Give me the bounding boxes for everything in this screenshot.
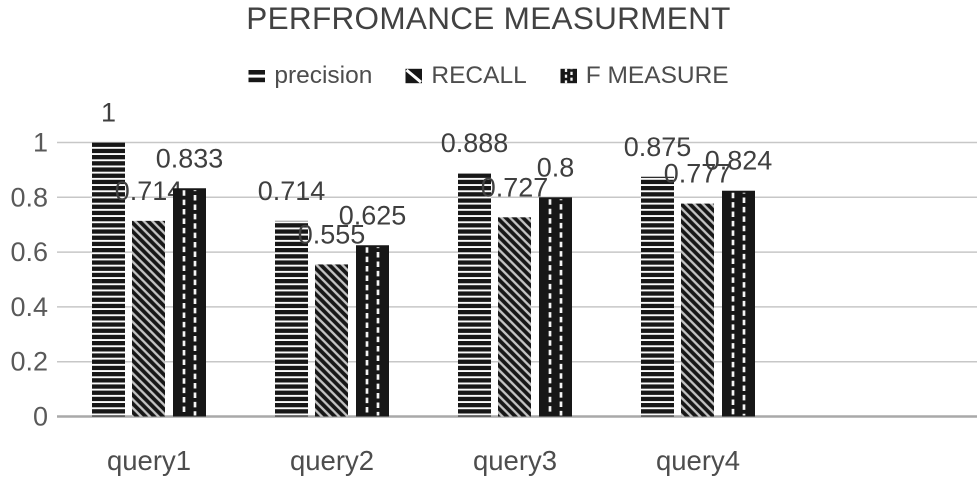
y-tick-label: 0 bbox=[33, 402, 48, 432]
value-label: 0.888 bbox=[441, 128, 509, 158]
bar-recall-query2 bbox=[315, 264, 348, 417]
x-category-label: query2 bbox=[290, 445, 374, 476]
y-tick-label: 0.8 bbox=[10, 182, 48, 212]
y-tick-label: 1 bbox=[33, 128, 48, 158]
value-label: 0.824 bbox=[705, 146, 773, 176]
x-category-label: query3 bbox=[473, 445, 557, 476]
legend-swatch-precision bbox=[248, 70, 266, 83]
legend-item-precision: precision bbox=[248, 62, 372, 90]
chart-title: PERFROMANCE MEASURMENT bbox=[246, 0, 731, 36]
value-label: 0.625 bbox=[339, 200, 407, 230]
bar-f-measure-query1 bbox=[173, 188, 206, 417]
bar-f-measure-query2 bbox=[356, 245, 389, 417]
bar-recall-query1 bbox=[132, 220, 165, 417]
value-label: 0.727 bbox=[481, 172, 549, 202]
value-label: 0.777 bbox=[664, 159, 732, 189]
legend-swatch-f-measure bbox=[560, 68, 577, 84]
x-category-label: query4 bbox=[656, 445, 740, 476]
bar-precision-query1 bbox=[92, 142, 125, 417]
bar-precision-query2 bbox=[275, 220, 308, 417]
bar-precision-query3 bbox=[458, 173, 491, 417]
value-label: 0.555 bbox=[298, 219, 366, 249]
bar-recall-query3 bbox=[498, 217, 531, 417]
legend-item-f-measure: F MEASURE bbox=[560, 62, 729, 90]
x-category-label: query1 bbox=[107, 445, 191, 476]
value-label: 0.8 bbox=[537, 152, 575, 182]
bar-f-measure-query4 bbox=[722, 190, 755, 417]
value-label: 0.833 bbox=[156, 143, 224, 173]
value-label: 1 bbox=[101, 98, 116, 128]
chart-legend: precision RECALL F MEASURE bbox=[0, 62, 977, 90]
legend-label: RECALL bbox=[431, 62, 527, 89]
legend-swatch-recall bbox=[405, 68, 423, 84]
value-label: 0.714 bbox=[258, 176, 326, 206]
y-tick-label: 0.6 bbox=[10, 237, 48, 267]
value-label: 0.875 bbox=[624, 132, 692, 162]
y-tick-label: 0.4 bbox=[10, 292, 48, 322]
legend-label: precision bbox=[274, 62, 373, 89]
legend-item-recall: RECALL bbox=[405, 62, 527, 90]
legend-label: F MEASURE bbox=[585, 62, 729, 89]
value-label: 0.714 bbox=[115, 176, 183, 206]
bar-precision-query4 bbox=[641, 176, 674, 417]
bar-f-measure-query3 bbox=[539, 197, 572, 417]
bar-recall-query4 bbox=[681, 203, 714, 417]
y-tick-label: 0.2 bbox=[10, 347, 48, 377]
